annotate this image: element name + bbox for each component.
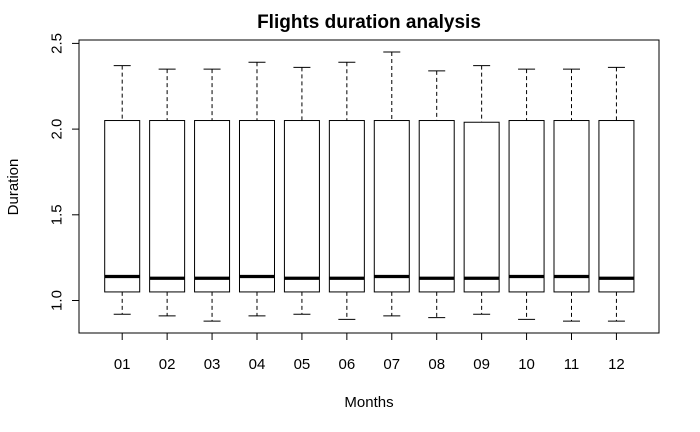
x-tick-label: 08 [428,356,445,373]
chart-title: Flights duration analysis [257,12,481,33]
box-iqr [194,120,231,293]
box-iqr [598,120,635,293]
x-tick-label: 05 [294,356,311,373]
box-iqr [418,120,455,293]
box-iqr [238,120,275,293]
box-iqr [553,120,590,293]
box-iqr [508,120,545,293]
box-iqr [373,120,410,293]
x-tick-label: 04 [249,356,266,373]
y-tick-label: 2.5 [49,33,66,54]
x-tick-label: 01 [114,356,131,373]
x-tick-label: 06 [339,356,356,373]
box-iqr [149,120,186,293]
x-tick-label: 02 [159,356,176,373]
box-iqr [283,120,320,293]
y-tick-label: 2.0 [49,119,66,140]
x-axis-label: Months [344,394,393,411]
box-iqr [463,121,500,293]
x-tick-label: 12 [608,356,625,373]
x-tick-label: 09 [473,356,490,373]
x-tick-label: 10 [518,356,535,373]
y-axis-label: Duration [5,159,22,216]
x-tick-label: 07 [383,356,400,373]
box-iqr [328,120,365,293]
box-marks: 1.0 1.5 2.0 2.5 01 02 03 04 05 06 07 08 09 10 11 12 [49,33,635,373]
plot-frame [78,39,660,334]
x-tick-label: 03 [204,356,221,373]
box-iqr [104,120,141,293]
x-tick-label: 11 [564,356,580,373]
y-tick-label: 1.0 [49,290,66,311]
y-tick-label: 1.5 [49,204,66,225]
